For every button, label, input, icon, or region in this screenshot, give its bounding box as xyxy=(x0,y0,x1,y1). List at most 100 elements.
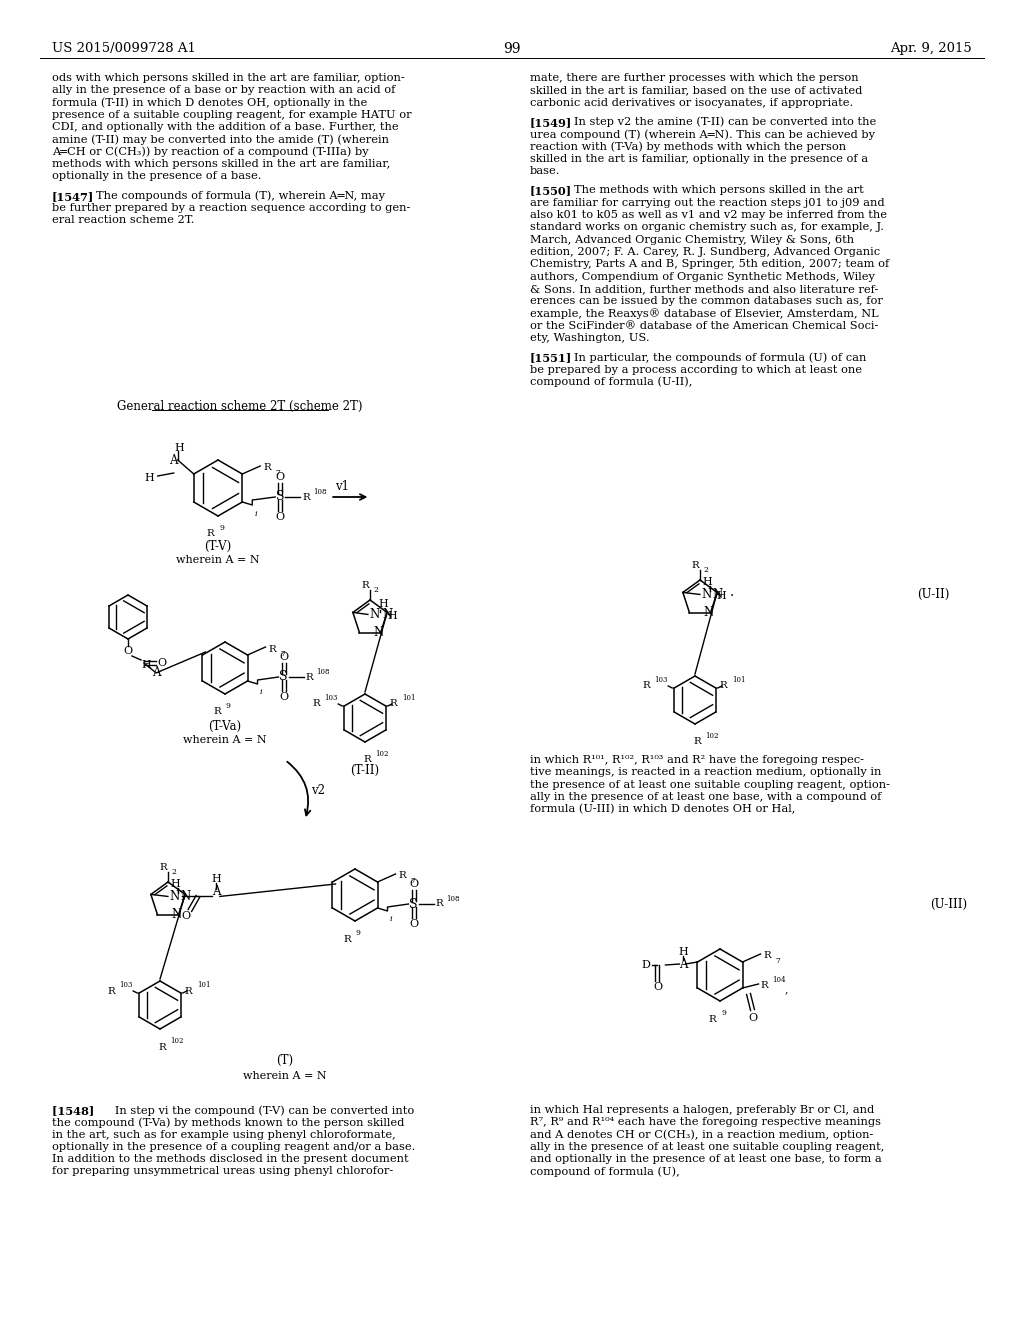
Text: R: R xyxy=(185,986,193,995)
Text: ally in the presence of at least one base, with a compound of: ally in the presence of at least one bas… xyxy=(530,792,882,801)
Text: Apr. 9, 2015: Apr. 9, 2015 xyxy=(890,42,972,55)
Text: R: R xyxy=(213,708,221,717)
Text: H: H xyxy=(716,591,726,602)
Text: H: H xyxy=(679,946,688,957)
Text: R: R xyxy=(390,700,397,709)
Text: wherein A = N: wherein A = N xyxy=(243,1071,327,1081)
Text: 9: 9 xyxy=(721,1008,726,1016)
Text: N: N xyxy=(170,890,180,903)
Text: R: R xyxy=(206,529,214,539)
Text: amine (T-II) may be converted into the amide (T) (wherein: amine (T-II) may be converted into the a… xyxy=(52,135,389,145)
Text: R: R xyxy=(108,986,115,995)
Text: R: R xyxy=(691,561,698,569)
Text: 103: 103 xyxy=(325,694,338,702)
Text: v1: v1 xyxy=(335,480,349,494)
Text: ally in the presence of at least one suitable coupling reagent,: ally in the presence of at least one sui… xyxy=(530,1142,885,1152)
Text: base.: base. xyxy=(530,166,560,176)
Text: 99: 99 xyxy=(503,42,521,55)
Text: N: N xyxy=(370,609,380,620)
Text: N: N xyxy=(712,587,722,601)
Text: formula (T-II) in which D denotes OH, optionally in the: formula (T-II) in which D denotes OH, op… xyxy=(52,98,368,108)
Text: ods with which persons skilled in the art are familiar, option-: ods with which persons skilled in the ar… xyxy=(52,73,404,83)
Text: R: R xyxy=(159,862,167,871)
Text: H: H xyxy=(141,660,151,671)
Text: (T-V): (T-V) xyxy=(205,540,231,553)
Text: for preparing unsymmetrical ureas using phenyl chlorofor-: for preparing unsymmetrical ureas using … xyxy=(52,1167,393,1176)
Text: O: O xyxy=(279,692,288,702)
Text: (T-Va): (T-Va) xyxy=(209,719,242,733)
Text: A: A xyxy=(152,667,160,680)
Text: eral reaction scheme 2T.: eral reaction scheme 2T. xyxy=(52,215,195,226)
Text: N: N xyxy=(374,626,384,639)
Text: 102: 102 xyxy=(375,750,388,758)
Text: In addition to the methods disclosed in the present document: In addition to the methods disclosed in … xyxy=(52,1154,409,1164)
Text: mate, there are further processes with which the person: mate, there are further processes with w… xyxy=(530,73,859,83)
Text: 9: 9 xyxy=(356,929,360,937)
Text: R: R xyxy=(343,935,351,944)
Text: example, the Reaxys® database of Elsevier, Amsterdam, NL: example, the Reaxys® database of Elsevie… xyxy=(530,309,879,319)
Text: H: H xyxy=(144,473,155,483)
Text: N: N xyxy=(382,609,392,620)
Text: O: O xyxy=(653,982,663,993)
Text: (T-II): (T-II) xyxy=(350,763,380,776)
Text: S: S xyxy=(280,671,288,684)
Text: 101: 101 xyxy=(401,694,416,702)
Text: reaction with (T-Va) by methods with which the person: reaction with (T-Va) by methods with whi… xyxy=(530,141,846,152)
Text: O: O xyxy=(181,911,190,921)
Text: 102: 102 xyxy=(705,733,719,741)
Text: N: N xyxy=(701,587,712,601)
Text: skilled in the art is familiar, optionally in the presence of a: skilled in the art is familiar, optional… xyxy=(530,154,868,164)
Text: [1548]: [1548] xyxy=(52,1105,98,1115)
Text: R: R xyxy=(761,982,768,990)
Text: carbonic acid derivatives or isocyanates, if appropriate.: carbonic acid derivatives or isocyanates… xyxy=(530,98,853,108)
Text: 7: 7 xyxy=(275,469,281,477)
Text: authors, Compendium of Organic Synthetic Methods, Wiley: authors, Compendium of Organic Synthetic… xyxy=(530,272,874,281)
Text: and optionally in the presence of at least one base, to form a: and optionally in the presence of at lea… xyxy=(530,1154,882,1164)
Text: ally in the presence of a base or by reaction with an acid of: ally in the presence of a base or by rea… xyxy=(52,86,395,95)
Text: R: R xyxy=(302,492,310,502)
Text: wherein A = N: wherein A = N xyxy=(183,735,267,744)
Text: wherein A = N: wherein A = N xyxy=(176,554,260,565)
Text: O: O xyxy=(748,1012,757,1023)
Text: R: R xyxy=(364,755,371,764)
Text: 102: 102 xyxy=(170,1038,183,1045)
Text: CDI, and optionally with the addition of a base. Further, the: CDI, and optionally with the addition of… xyxy=(52,123,398,132)
Text: 2: 2 xyxy=(373,586,378,594)
Text: the compound (T-Va) by methods known to the person skilled: the compound (T-Va) by methods known to … xyxy=(52,1117,404,1127)
Text: be further prepared by a reaction sequence according to gen-: be further prepared by a reaction sequen… xyxy=(52,203,411,213)
Text: R⁷, R⁹ and R¹⁰⁴ each have the foregoing respective meanings: R⁷, R⁹ and R¹⁰⁴ each have the foregoing … xyxy=(530,1117,881,1127)
Text: (U-II): (U-II) xyxy=(918,587,950,601)
Text: N: N xyxy=(180,890,190,903)
Text: In step vi the compound (T-V) can be converted into: In step vi the compound (T-V) can be con… xyxy=(104,1105,415,1115)
Text: ety, Washington, US.: ety, Washington, US. xyxy=(530,333,649,343)
Text: A: A xyxy=(679,957,688,970)
Text: R: R xyxy=(709,1015,716,1023)
Text: R: R xyxy=(693,738,700,747)
Text: H: H xyxy=(387,611,396,622)
Text: be prepared by a process according to which at least one: be prepared by a process according to wh… xyxy=(530,364,862,375)
Text: The compounds of formula (T), wherein A═N, may: The compounds of formula (T), wherein A═… xyxy=(96,190,385,201)
Text: R: R xyxy=(312,700,321,709)
Text: O: O xyxy=(409,919,418,929)
Text: 103: 103 xyxy=(654,676,668,684)
Text: compound of formula (U-II),: compound of formula (U-II), xyxy=(530,378,692,388)
Text: v2: v2 xyxy=(311,784,325,796)
Text: [1549]: [1549] xyxy=(530,117,572,128)
Text: .: . xyxy=(730,586,734,599)
Text: and A denotes CH or C(CH₃), in a reaction medium, option-: and A denotes CH or C(CH₃), in a reactio… xyxy=(530,1130,873,1140)
Text: in which R¹⁰¹, R¹⁰², R¹⁰³ and R² have the foregoing respec-: in which R¹⁰¹, R¹⁰², R¹⁰³ and R² have th… xyxy=(530,755,864,766)
Text: S: S xyxy=(276,491,285,503)
Text: R: R xyxy=(764,952,771,961)
Text: US 2015/0099728 A1: US 2015/0099728 A1 xyxy=(52,42,196,55)
Text: R: R xyxy=(305,672,313,681)
Text: H: H xyxy=(170,879,180,890)
Text: erences can be issued by the common databases such as, for: erences can be issued by the common data… xyxy=(530,296,883,306)
Text: i: i xyxy=(389,915,392,923)
Text: H: H xyxy=(702,577,712,587)
Text: R: R xyxy=(435,899,443,908)
Text: R: R xyxy=(263,463,271,473)
Text: 101: 101 xyxy=(732,676,745,684)
Text: O: O xyxy=(279,652,288,663)
Text: ,: , xyxy=(784,983,788,994)
Text: edition, 2007; F. A. Carey, R. J. Sundberg, Advanced Organic: edition, 2007; F. A. Carey, R. J. Sundbe… xyxy=(530,247,880,257)
